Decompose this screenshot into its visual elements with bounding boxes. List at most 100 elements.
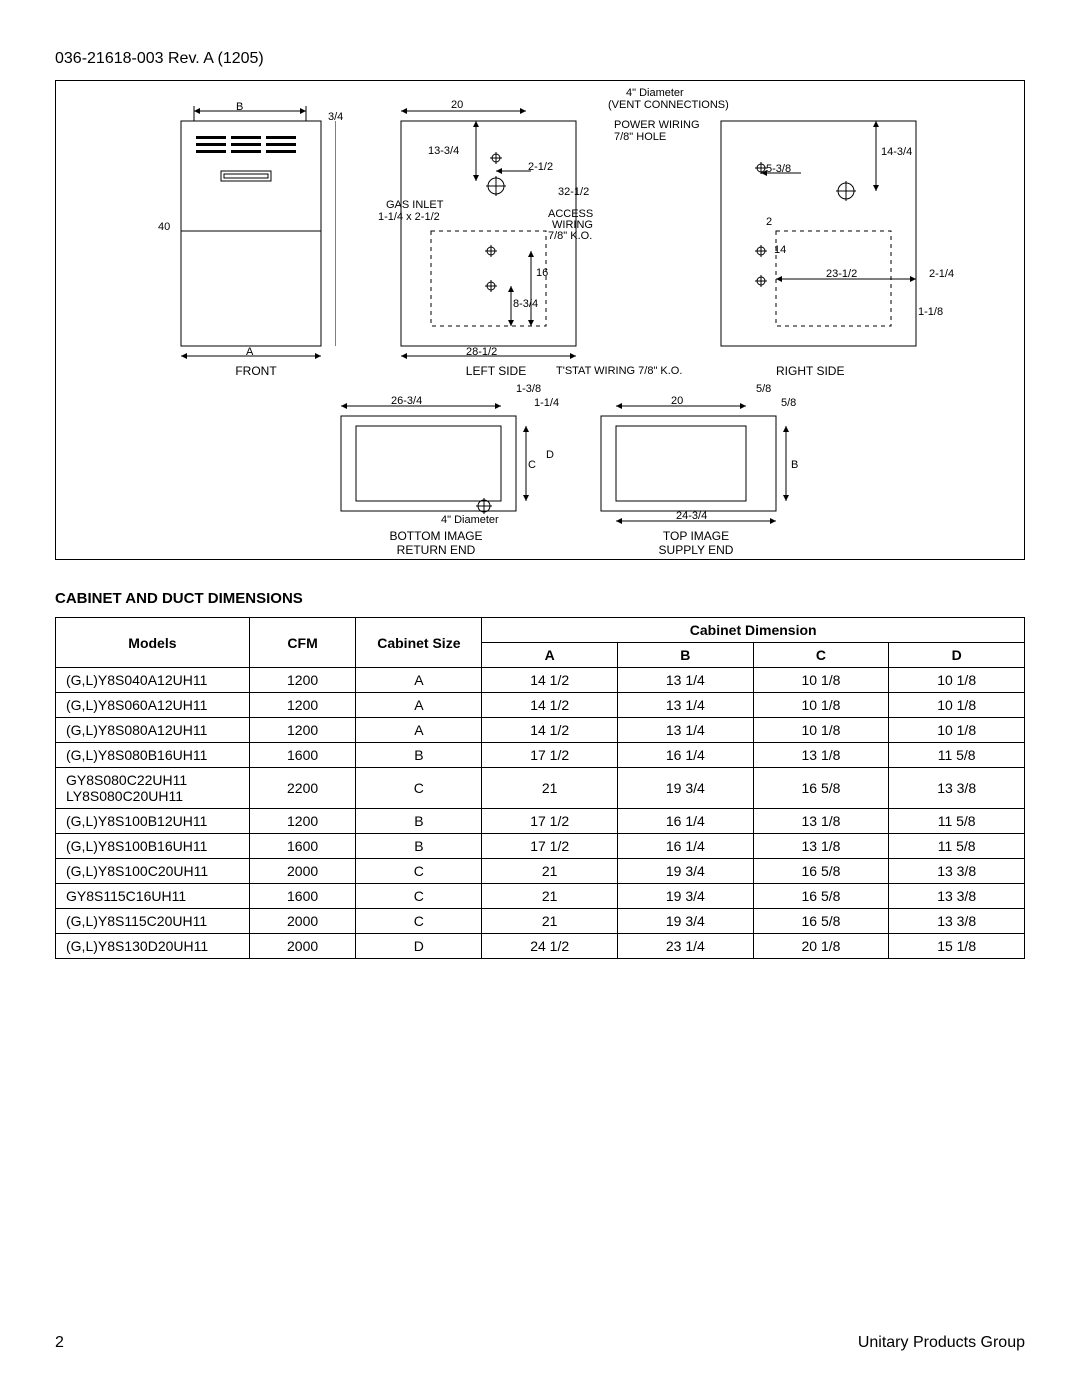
cell-cfm: 2000	[249, 909, 356, 934]
th-b: B	[618, 643, 754, 668]
cell-cfm: 1600	[249, 743, 356, 768]
org-name: Unitary Products Group	[858, 1334, 1025, 1352]
cell-a: 14 1/2	[482, 693, 618, 718]
bottom-title1: BOTTOM IMAGE	[336, 529, 536, 543]
table-row: (G,L)Y8S080B16UH111600B17 1/216 1/413 1/…	[56, 743, 1025, 768]
cell-b: 19 3/4	[618, 909, 754, 934]
cell-size: A	[356, 718, 482, 743]
table-row: (G,L)Y8S060A12UH111200A14 1/213 1/410 1/…	[56, 693, 1025, 718]
cell-d: 13 3/8	[889, 884, 1025, 909]
front-title: FRONT	[176, 364, 336, 378]
cell-size: B	[356, 809, 482, 834]
dimensions-table: Models CFM Cabinet Size Cabinet Dimensio…	[55, 617, 1025, 959]
dim-14-label: 14	[774, 244, 786, 256]
cell-a: 17 1/2	[482, 809, 618, 834]
cell-a: 17 1/2	[482, 743, 618, 768]
cell-c: 13 1/8	[753, 834, 889, 859]
cell-cfm: 1200	[249, 809, 356, 834]
table-row: (G,L)Y8S130D20UH112000D24 1/223 1/420 1/…	[56, 934, 1025, 959]
th-d: D	[889, 643, 1025, 668]
cell-b: 19 3/4	[618, 884, 754, 909]
cell-model: (G,L)Y8S115C20UH11	[56, 909, 250, 934]
cell-b: 16 1/4	[618, 809, 754, 834]
th-models: Models	[56, 618, 250, 668]
th-cabinet-dim: Cabinet Dimension	[482, 618, 1025, 643]
dim-2-1-4-label: 2-1/4	[929, 268, 954, 280]
table-row: (G,L)Y8S080A12UH111200A14 1/213 1/410 1/…	[56, 718, 1025, 743]
gas-inlet-size-label: 1-1/4 x 2-1/2	[378, 211, 440, 223]
table-row: (G,L)Y8S040A12UH111200A14 1/213 1/410 1/…	[56, 668, 1025, 693]
dim-3-4-label: 3/4	[328, 111, 343, 123]
dim-26-3-4-label: 26-3/4	[391, 395, 422, 407]
dim-20-label: 20	[451, 99, 463, 111]
cell-d: 10 1/8	[889, 693, 1025, 718]
cell-model: (G,L)Y8S080B16UH11	[56, 743, 250, 768]
dim-b-label: B	[236, 101, 243, 113]
table-row: (G,L)Y8S100C20UH112000C2119 3/416 5/813 …	[56, 859, 1025, 884]
th-cabinet-size: Cabinet Size	[356, 618, 482, 668]
dim-20-supply-label: 20	[671, 395, 683, 407]
table-row: (G,L)Y8S115C20UH112000C2119 3/416 5/813 …	[56, 909, 1025, 934]
doc-id: 036-21618-003 Rev. A (1205)	[55, 50, 1025, 68]
dim-24-3-4-label: 24-3/4	[676, 510, 707, 522]
dim-d-label: D	[546, 449, 554, 461]
table-row: GY8S080C22UH11LY8S080C20UH112200C2119 3/…	[56, 768, 1025, 809]
cell-a: 21	[482, 768, 618, 809]
cell-d: 11 5/8	[889, 809, 1025, 834]
cell-c: 10 1/8	[753, 668, 889, 693]
vent-4in-label: 4" Diameter	[441, 514, 499, 526]
cell-cfm: 2200	[249, 768, 356, 809]
cell-d: 13 3/8	[889, 768, 1025, 809]
cell-a: 21	[482, 859, 618, 884]
cell-size: A	[356, 693, 482, 718]
bottom-title2: RETURN END	[336, 543, 536, 557]
dim-2-1-2-label: 2-1/2	[528, 161, 553, 173]
dim-14-3-4-label: 14-3/4	[881, 146, 912, 158]
dim-23-1-2-label: 23-1/2	[826, 268, 857, 280]
page-number: 2	[55, 1334, 64, 1352]
cell-d: 15 1/8	[889, 934, 1025, 959]
table-row: GY8S115C16UH111600C2119 3/416 5/813 3/8	[56, 884, 1025, 909]
th-a: A	[482, 643, 618, 668]
cell-c: 10 1/8	[753, 718, 889, 743]
cell-size: A	[356, 668, 482, 693]
cell-b: 13 1/4	[618, 668, 754, 693]
cell-b: 19 3/4	[618, 859, 754, 884]
cell-c: 20 1/8	[753, 934, 889, 959]
cell-cfm: 2000	[249, 934, 356, 959]
dim-1-3-8-label: 1-3/8	[516, 383, 541, 395]
supply-view: 5/8 5/8 20 B 24-3/4 TOP IMAGE SUPPLY END	[596, 391, 796, 541]
table-title: CABINET AND DUCT DIMENSIONS	[55, 590, 1025, 607]
cell-c: 16 5/8	[753, 884, 889, 909]
cell-b: 19 3/4	[618, 768, 754, 809]
cell-cfm: 1600	[249, 884, 356, 909]
cell-c: 16 5/8	[753, 909, 889, 934]
cell-a: 17 1/2	[482, 834, 618, 859]
cell-b: 13 1/4	[618, 693, 754, 718]
cell-a: 21	[482, 909, 618, 934]
cell-d: 13 3/8	[889, 859, 1025, 884]
cell-b: 16 1/4	[618, 743, 754, 768]
supply-title1: TOP IMAGE	[596, 529, 796, 543]
cell-a: 14 1/2	[482, 668, 618, 693]
bottom-view: 26-3/4 1-3/8 1-1/4 C D 4" Diameter BOTTO…	[336, 391, 536, 541]
dim-5-8-right-label: 5/8	[781, 397, 796, 409]
cell-size: B	[356, 743, 482, 768]
left-side-view: 20 13-3/4 2-1/2 32-1/2 GAS INLET 1-1/4 x…	[396, 101, 596, 361]
cell-size: D	[356, 934, 482, 959]
dim-16-label: 16	[536, 267, 548, 279]
dim-2-label: 2	[766, 216, 772, 228]
cell-cfm: 1200	[249, 668, 356, 693]
cell-cfm: 1200	[249, 718, 356, 743]
right-side-view: 14-3/4 5-3/8 2 14 23-1/2 2-1/4 1-1/8 RIG…	[716, 101, 946, 361]
dim-40-label: 40	[158, 221, 170, 233]
cell-d: 11 5/8	[889, 743, 1025, 768]
cell-cfm: 1200	[249, 693, 356, 718]
cell-model: (G,L)Y8S130D20UH11	[56, 934, 250, 959]
cell-cfm: 2000	[249, 859, 356, 884]
gas-inlet-label: GAS INLET	[386, 199, 443, 211]
cell-c: 16 5/8	[753, 768, 889, 809]
cell-a: 14 1/2	[482, 718, 618, 743]
dim-8-3-4-label: 8-3/4	[513, 298, 538, 310]
cell-model: (G,L)Y8S040A12UH11	[56, 668, 250, 693]
